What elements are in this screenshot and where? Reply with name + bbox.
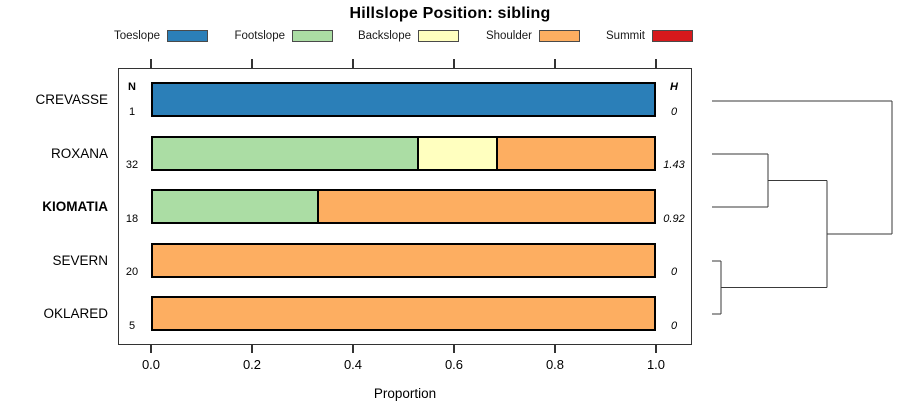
- legend-label: Backslope: [357, 29, 411, 42]
- axis-tick-label: 0.6: [444, 357, 464, 372]
- n-value: 20: [125, 266, 139, 278]
- h-column-header: H: [670, 81, 678, 93]
- axis-tick-bottom: [251, 345, 253, 353]
- axis-tick-top: [352, 59, 354, 68]
- legend-swatch: [167, 29, 208, 42]
- axis-tick-top: [655, 59, 657, 68]
- legend-swatch: [539, 29, 580, 42]
- h-value: 1.43: [663, 159, 685, 171]
- n-value: 32: [125, 159, 139, 171]
- bar-segment-shoulder: [497, 135, 656, 171]
- stacked-bar: [150, 135, 656, 171]
- legend-entry: Shoulder: [486, 28, 580, 43]
- row-label: CREVASSE: [35, 92, 108, 107]
- row-label: SEVERN: [52, 252, 108, 268]
- row-label: KIOMATIA: [42, 199, 108, 214]
- axis-tick-bottom: [453, 345, 455, 353]
- n-column-header: N: [128, 81, 136, 93]
- legend-label: Toeslope: [113, 29, 160, 42]
- bar-segment-toeslope: [150, 82, 656, 118]
- h-value: 0: [670, 266, 678, 278]
- chart-title: Hillslope Position: sibling: [349, 5, 551, 22]
- bar-segment-backslope: [418, 135, 498, 171]
- axis-tick-bottom: [655, 345, 657, 353]
- plot-area: [118, 68, 692, 345]
- bar-segment-shoulder: [150, 242, 656, 278]
- axis-tick-label: 0.0: [141, 357, 161, 372]
- n-value: 1: [128, 105, 136, 118]
- axis-tick-bottom: [150, 345, 152, 353]
- axis-tick-top: [150, 59, 152, 68]
- legend-label: Footslope: [234, 29, 285, 42]
- axis-tick-label: 0.2: [242, 357, 262, 372]
- h-value: 0.92: [663, 212, 685, 225]
- legend-entry: Footslope: [234, 28, 333, 43]
- axis-tick-top: [453, 59, 455, 68]
- stacked-bar: [150, 296, 656, 332]
- n-value: 18: [125, 212, 139, 225]
- stacked-bar: [150, 189, 656, 225]
- bar-segment-shoulder: [318, 189, 656, 225]
- legend-label: Summit: [606, 29, 645, 42]
- legend-entry: Toeslope: [114, 28, 208, 43]
- x-axis-title: Proportion: [373, 386, 437, 401]
- axis-tick-top: [554, 59, 556, 68]
- legend-entry: Backslope: [358, 28, 459, 43]
- row-label: ROXANA: [50, 145, 108, 161]
- h-value: 0: [670, 319, 678, 332]
- legend-entry: Summit: [606, 28, 693, 43]
- axis-tick-label: 0.4: [343, 357, 363, 372]
- stacked-bar: [150, 82, 656, 118]
- axis-tick-bottom: [554, 345, 556, 353]
- row-label: OKLARED: [43, 306, 108, 321]
- legend-swatch: [292, 29, 333, 42]
- axis-tick-bottom: [352, 345, 354, 353]
- stacked-bar: [150, 242, 656, 278]
- legend-label: Shoulder: [485, 29, 532, 42]
- h-value: 0: [670, 105, 678, 118]
- axis-tick-label: 1.0: [646, 357, 666, 372]
- bar-segment-shoulder: [150, 296, 656, 332]
- axis-tick-top: [251, 59, 253, 68]
- axis-tick-label: 0.8: [545, 357, 565, 372]
- bar-segment-footslope: [150, 135, 419, 171]
- legend-swatch: [418, 29, 459, 42]
- n-value: 5: [128, 319, 136, 332]
- legend-swatch: [652, 29, 693, 42]
- bar-segment-footslope: [150, 189, 319, 225]
